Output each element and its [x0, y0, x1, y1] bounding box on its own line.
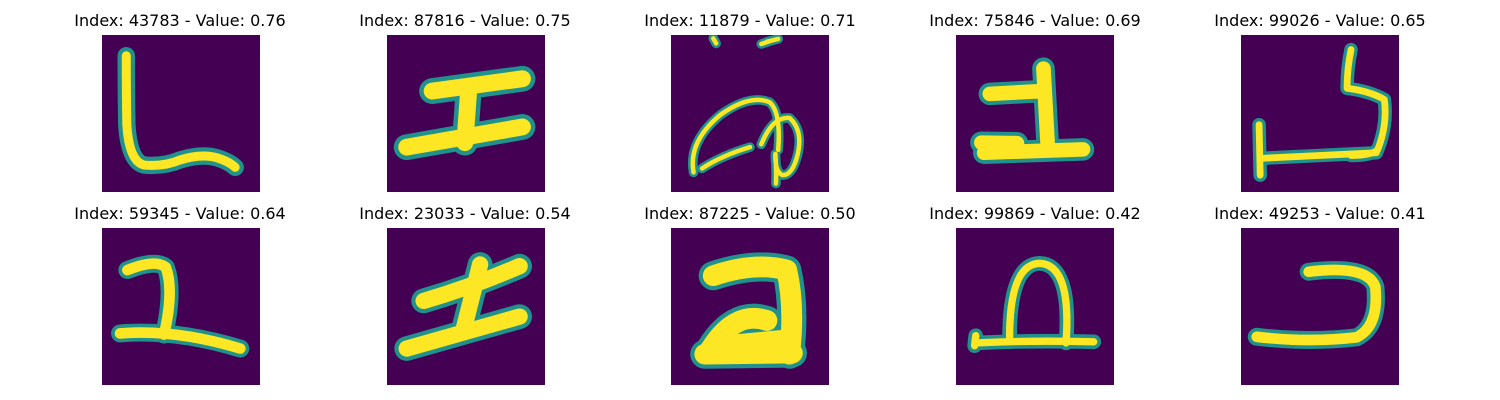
- digit-image: [102, 228, 260, 385]
- image-background: [1241, 35, 1399, 192]
- image-background: [956, 228, 1114, 385]
- panel-title: Index: 59345 - Value: 0.64: [74, 204, 286, 223]
- panel-title: Index: 11879 - Value: 0.71: [644, 11, 856, 30]
- glyph-stroke-core: [114, 258, 246, 354]
- glyph-stroke-core: [974, 61, 1091, 161]
- glyph-stroke-core: [1255, 46, 1389, 179]
- digit-image: [956, 35, 1114, 192]
- glyph-stroke-core: [690, 36, 802, 186]
- digit-image: [956, 228, 1114, 385]
- glyph-stroke-core: [398, 70, 531, 156]
- digit-image: [1241, 228, 1399, 385]
- image-background: [102, 228, 260, 385]
- glyph-stroke-core: [970, 259, 1098, 350]
- glyph-stroke-core: [1251, 264, 1382, 346]
- glyph-stroke-core: [398, 256, 528, 357]
- digit-image: [671, 228, 829, 385]
- digit-image: [102, 35, 260, 192]
- panel-title: Index: 87225 - Value: 0.50: [644, 204, 856, 223]
- panel-title: Index: 75846 - Value: 0.69: [929, 11, 1141, 30]
- digit-image: [1241, 35, 1399, 192]
- panel-title: Index: 87816 - Value: 0.75: [359, 11, 571, 30]
- digit-image: [387, 35, 545, 192]
- panel-title: Index: 99869 - Value: 0.42: [929, 204, 1141, 223]
- panel-title: Index: 23033 - Value: 0.54: [359, 204, 571, 223]
- digit-image: [387, 228, 545, 385]
- panel-title: Index: 49253 - Value: 0.41: [1214, 204, 1426, 223]
- panel-title: Index: 99026 - Value: 0.65: [1214, 11, 1426, 30]
- panel-title: Index: 43783 - Value: 0.76: [74, 11, 286, 30]
- glyph-stroke-core: [121, 51, 240, 172]
- digit-image: [671, 35, 829, 192]
- glyph-stroke-core: [694, 256, 803, 365]
